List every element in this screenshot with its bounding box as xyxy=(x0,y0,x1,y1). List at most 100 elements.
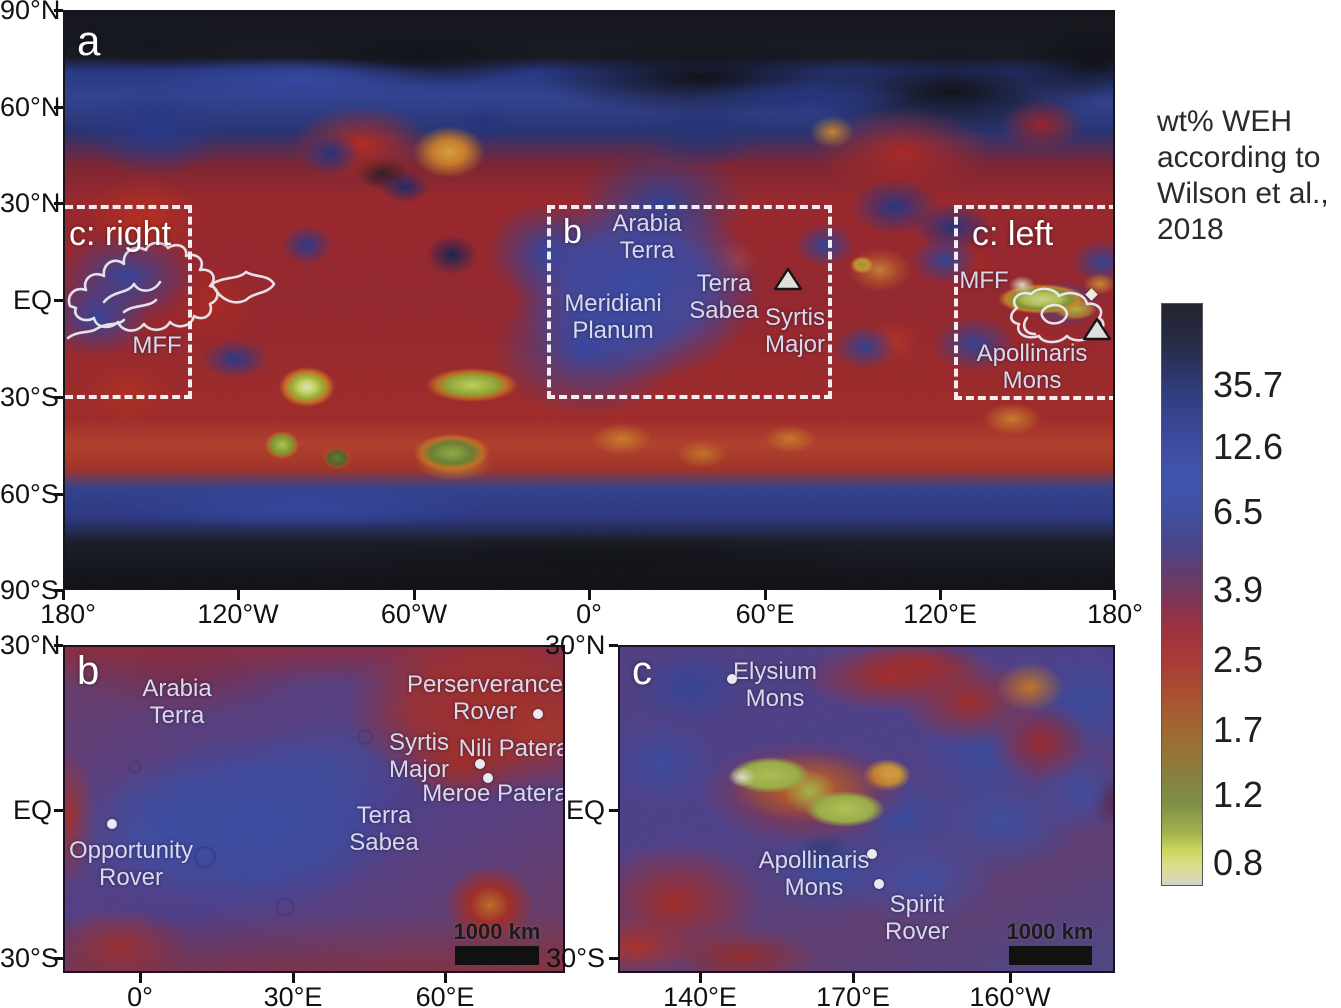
label-nili-patera: Nili Patera xyxy=(458,735,565,762)
label-arabia-terra: Arabia Terra xyxy=(612,210,682,264)
label-mff-left: MFF xyxy=(132,332,182,359)
label-mff-right: MFF xyxy=(959,267,1009,294)
panel-a-lon-180w: 180° xyxy=(40,599,96,629)
panel-b-lat-30n: 30°N xyxy=(0,630,61,660)
panel-c-lat-tick xyxy=(609,957,618,960)
panel-c-lat-eq: EQ xyxy=(565,795,605,825)
inset-box-c-right-label: c: right xyxy=(69,215,172,253)
panel-c-lon-160w: 160°W xyxy=(969,982,1051,1008)
colorbar-value-12-6: 12.6 xyxy=(1213,426,1284,467)
spirit-rover-marker xyxy=(874,879,884,889)
panel-c-map: c Elysium Mons Apollinaris Mons Spirit R… xyxy=(618,645,1115,973)
panel-b-letter: b xyxy=(77,649,100,693)
label-spirit-rover: Spirit Rover xyxy=(884,891,950,945)
perseverance-rover-marker xyxy=(533,709,543,719)
panel-a-lat-tick xyxy=(54,396,63,399)
syrtis-major-triangle-marker xyxy=(773,267,803,291)
panel-a-lat-30s: 30°S xyxy=(0,382,59,412)
colorbar-value-6-5: 6.5 xyxy=(1213,491,1264,532)
panel-c-lat-30n: 30°N xyxy=(545,630,606,660)
panel-b-map: b Arabia Terra Perserverance Rover Syrti… xyxy=(63,645,565,973)
panel-b-lon-0: 0° xyxy=(127,982,153,1008)
inset-box-b-label: b xyxy=(563,213,582,251)
label-syrtis-major-b: Syrtis Major xyxy=(388,729,449,783)
panel-b-lat-eq: EQ xyxy=(12,795,52,825)
panel-b-scale-label: 1000 km xyxy=(453,919,541,944)
label-elysium-mons: Elysium Mons xyxy=(732,658,817,712)
panel-a-lon-tick xyxy=(237,590,240,600)
panel-a-lon-120w: 120°W xyxy=(197,599,279,629)
colorbar-title: wt% WEH according to Wilson et al., 2018 xyxy=(1157,104,1341,248)
panel-a-lat-tick xyxy=(54,202,63,205)
opportunity-rover-marker xyxy=(107,819,117,829)
mff-outline-left xyxy=(66,241,276,340)
panel-a-lon-tick xyxy=(413,590,416,600)
panel-a-lon-tick xyxy=(939,590,942,600)
colorbar-value-2-5: 2.5 xyxy=(1213,639,1264,680)
panel-b-lat-tick xyxy=(54,957,63,960)
label-opportunity-rover: Opportunity Rover xyxy=(68,837,194,891)
inset-box-c-left: c: left xyxy=(954,205,1113,400)
colorbar xyxy=(1161,303,1203,886)
label-terra-sabea: Terra Sabea xyxy=(689,270,759,324)
label-syrtis-major: Syrtis Major xyxy=(764,304,825,358)
panel-a-lat-tick xyxy=(54,299,63,302)
inset-box-c-right: c: right xyxy=(65,205,192,399)
apollinaris-mons-triangle-marker xyxy=(1082,317,1112,341)
panel-b-lon-tick xyxy=(444,973,447,983)
panel-b-lat-tick xyxy=(54,644,63,647)
panel-a-lon-tick xyxy=(1113,590,1116,600)
panel-a-lat-tick xyxy=(54,106,63,109)
panel-c-lon-tick xyxy=(699,973,702,983)
panel-b-lon-tick xyxy=(139,973,142,983)
panel-c-letter: c xyxy=(632,649,652,693)
panel-a-lat-30n: 30°N xyxy=(0,188,61,218)
inset-box-c-left-label: c: left xyxy=(972,215,1054,253)
colorbar-value-0-8: 0.8 xyxy=(1213,842,1264,883)
elysium-mons-marker xyxy=(727,674,737,684)
panel-a-lon-120e: 120°E xyxy=(903,599,977,629)
panel-a-lat-90s: 90°S xyxy=(0,575,59,605)
label-apollinaris-mons-a: Apollinaris Mons xyxy=(976,340,1088,394)
label-meroe-patera: Meroe Patera xyxy=(422,780,565,807)
panel-c-lon-170e: 170°E xyxy=(816,982,890,1008)
label-arabia-terra-b: Arabia Terra xyxy=(142,675,212,729)
label-perseverance-rover: Perserverance Rover xyxy=(406,671,564,725)
panel-a-lat-tick xyxy=(54,589,63,592)
panel-a-lat-60n: 60°N xyxy=(0,92,61,122)
colorbar-value-1-2: 1.2 xyxy=(1213,774,1264,815)
apollinaris-mons-marker xyxy=(867,849,877,859)
panel-a-lon-tick xyxy=(588,590,591,600)
panel-b-lat-30s: 30°S xyxy=(0,943,59,973)
panel-b-scale-bar xyxy=(455,946,539,965)
panel-b-lon-60e: 60°E xyxy=(415,982,475,1008)
panel-c-lon-tick xyxy=(1009,973,1012,983)
label-apollinaris-mons-c: Apollinaris Mons xyxy=(758,847,870,901)
panel-c-lat-tick xyxy=(609,644,618,647)
panel-c-scale-bar xyxy=(1009,946,1092,965)
panel-c-lat-tick xyxy=(609,809,618,812)
panel-c-lon-140e: 140°E xyxy=(663,982,737,1008)
panel-b-lon-30e: 30°E xyxy=(263,982,323,1008)
panel-a-letter: a xyxy=(77,17,101,64)
panel-a-lat-tick xyxy=(54,493,63,496)
panel-b-lon-tick xyxy=(292,973,295,983)
panel-a-lon-60e: 60°E xyxy=(735,599,795,629)
nili-patera-marker xyxy=(475,759,485,769)
panel-a-lon-0: 0° xyxy=(576,599,602,629)
panel-c-scale-label: 1000 km xyxy=(1006,919,1094,944)
panel-b-lat-tick xyxy=(54,809,63,812)
label-meridiani-planum: Meridiani Planum xyxy=(564,290,662,344)
panel-a-lat-60s: 60°S xyxy=(0,479,59,509)
colorbar-value-1-7: 1.7 xyxy=(1213,709,1264,750)
colorbar-title-line: wt% WEH xyxy=(1157,105,1292,138)
colorbar-value-35-7: 35.7 xyxy=(1213,364,1284,405)
panel-a-lon-60w: 60°W xyxy=(380,599,448,629)
panel-a-map: c: right b c: left a Arabia Terra Meridi… xyxy=(63,10,1115,590)
label-terra-sabea-b: Terra Sabea xyxy=(349,802,419,856)
panel-a-lat-90n: 90°N xyxy=(0,0,61,25)
panel-a-lat-eq: EQ xyxy=(12,285,52,315)
colorbar-title-line: according to xyxy=(1157,141,1321,174)
colorbar-title-line: 2018 xyxy=(1157,213,1224,246)
